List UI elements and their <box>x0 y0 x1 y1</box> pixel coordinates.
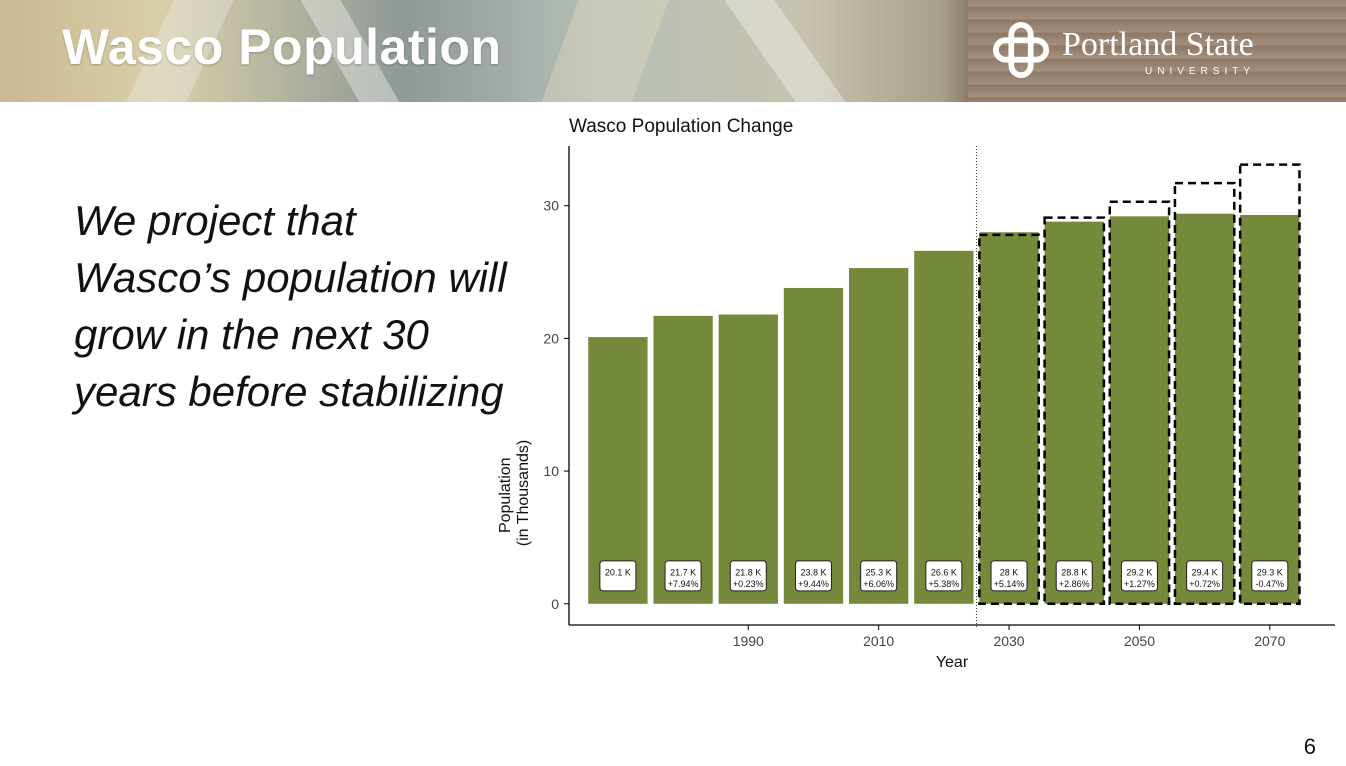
data-label-box <box>599 560 637 592</box>
data-label-value: 29.4 K <box>1192 567 1218 577</box>
data-label-change: +9.44% <box>798 579 829 589</box>
bar <box>1174 213 1235 604</box>
data-label-box <box>729 560 767 592</box>
y-tick-label: 10 <box>543 463 559 479</box>
data-label-box <box>1251 560 1289 592</box>
data-label-value: 25.3 K <box>866 567 892 577</box>
x-tick-label: 1990 <box>733 633 764 649</box>
data-label-change: +7.94% <box>668 579 699 589</box>
data-label-value: 29.3 K <box>1257 567 1283 577</box>
projection-outline <box>1108 200 1171 606</box>
data-label-box <box>1120 560 1158 592</box>
data-label-value: 23.8 K <box>800 567 826 577</box>
data-label-value: 26.6 K <box>931 567 957 577</box>
data-label-change: +6.06% <box>863 579 894 589</box>
bar <box>783 287 844 604</box>
body-text: We project that Wasco’s population will … <box>74 197 507 415</box>
y-axis-label-line2: (in Thousands) <box>515 440 532 546</box>
data-label-value: 29.2 K <box>1126 567 1152 577</box>
data-label-box <box>1186 560 1224 592</box>
data-label-box <box>1055 560 1093 592</box>
x-tick-label: 2010 <box>863 633 894 649</box>
projection-outline <box>1238 163 1301 606</box>
data-label-value: 20.1 K <box>605 567 631 577</box>
slide-title: Wasco Population <box>62 19 502 75</box>
bar <box>1240 214 1300 604</box>
bar <box>914 250 974 604</box>
data-label-change: +5.38% <box>928 579 959 589</box>
data-label-change: +5.14% <box>994 579 1025 589</box>
logo-subtitle: UNIVERSITY <box>1145 66 1256 77</box>
psu-logo-icon <box>992 21 1050 79</box>
bar <box>979 232 1039 604</box>
x-tick-label: 2070 <box>1254 633 1285 649</box>
page-number: 6 <box>1303 734 1316 759</box>
data-label-change: +0.72% <box>1189 579 1220 589</box>
data-label-change: -0.47% <box>1256 579 1285 589</box>
header-banner <box>0 0 1346 102</box>
chart-title: Wasco Population Change <box>569 116 793 137</box>
x-tick-label: 2050 <box>1124 633 1155 649</box>
projection-outline <box>978 233 1040 606</box>
y-axis-label: Population (in Thousands) <box>497 440 532 546</box>
bar <box>1044 221 1104 604</box>
logo-name: Portland State <box>1062 26 1254 63</box>
data-label-box <box>664 560 702 592</box>
projection-outline <box>1043 216 1106 606</box>
x-tick-label: 2030 <box>993 633 1024 649</box>
data-label-box <box>794 560 832 592</box>
data-label-box <box>925 560 963 592</box>
data-label-value: 28.8 K <box>1061 567 1087 577</box>
bar <box>718 314 778 604</box>
population-chart: Wasco Population Change 20.1 K 21.7 K +7.9… <box>497 116 1335 671</box>
data-label-box <box>860 560 898 592</box>
bar <box>653 315 713 604</box>
data-label-value: 28 K <box>1000 567 1019 577</box>
y-axis-label-line1: Population <box>497 457 514 533</box>
projection-outline <box>1173 181 1236 606</box>
data-label-change: +0.23% <box>733 579 764 589</box>
data-label-change: +2.86% <box>1059 579 1090 589</box>
data-label-value: 21.8 K <box>735 567 761 577</box>
y-tick-label: 20 <box>543 330 559 346</box>
bar <box>588 337 648 604</box>
data-label-value: 21.7 K <box>670 567 696 577</box>
y-tick-label: 0 <box>551 596 559 612</box>
bar <box>848 268 909 604</box>
data-label-box <box>990 560 1028 592</box>
x-axis-label: Year <box>936 654 969 671</box>
data-label-change: +1.27% <box>1124 579 1155 589</box>
y-tick-label: 30 <box>543 198 559 214</box>
bar <box>1109 216 1170 604</box>
